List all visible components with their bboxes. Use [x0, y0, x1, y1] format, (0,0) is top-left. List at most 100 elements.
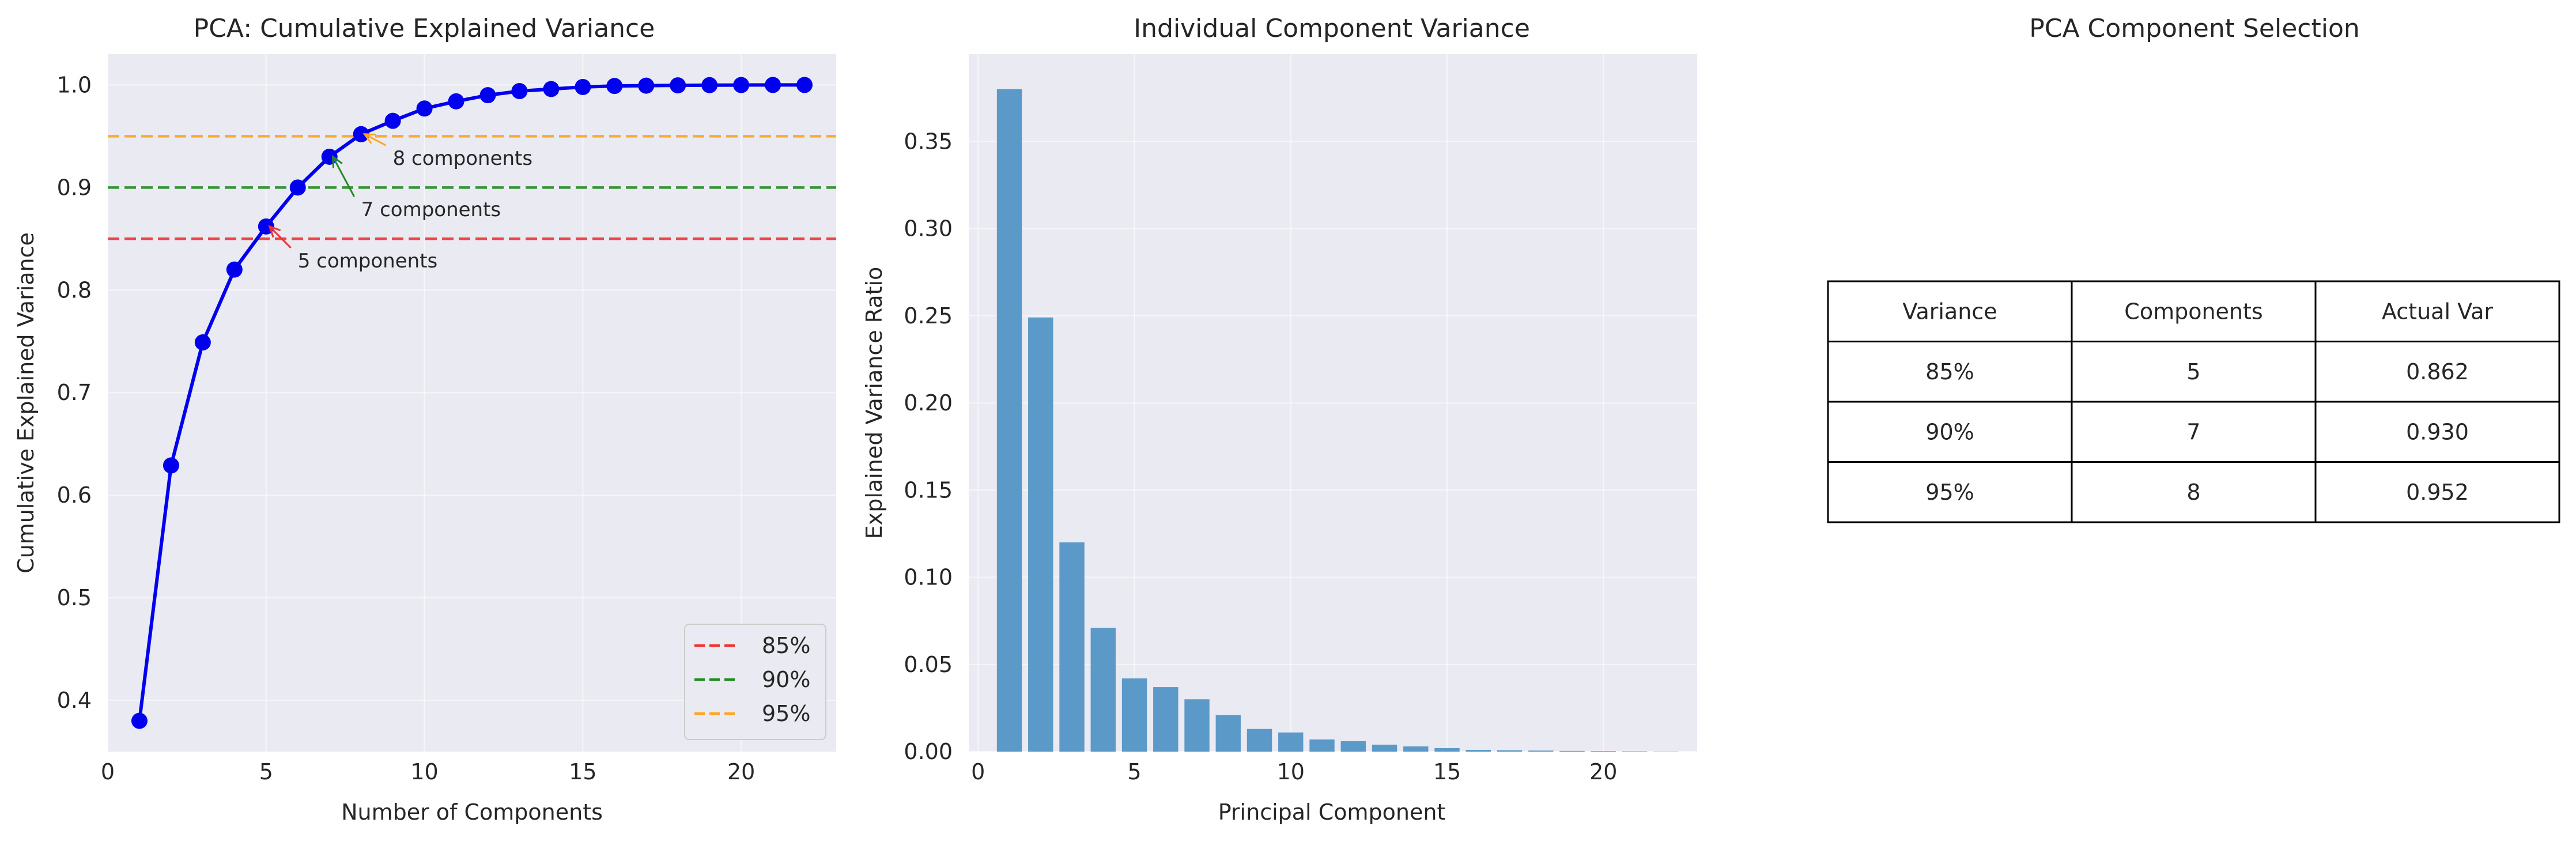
- variance-bar: [1622, 751, 1648, 752]
- table-header-text: Variance: [1902, 299, 1997, 324]
- data-point: [543, 81, 560, 97]
- annotation-arrow: [269, 225, 292, 249]
- individual-variance-chart: Individual Component Variance 0 5 10 15 20 0.…: [862, 14, 1697, 825]
- x-tick-label: 15: [1433, 759, 1461, 784]
- variance-bar: [1309, 739, 1335, 752]
- y-tick-label: 1.0: [57, 72, 92, 97]
- annotation-label: 7 components: [361, 198, 501, 221]
- variance-bar: [1591, 751, 1616, 752]
- chart1-threshold-lines: [108, 135, 836, 240]
- annotation-arrowhead: [268, 225, 281, 238]
- y-tick-label: 0.15: [904, 477, 953, 503]
- x-tick-label: 0: [101, 759, 115, 784]
- data-point: [638, 77, 655, 94]
- y-tick-label: 0.5: [57, 585, 92, 610]
- table-cell: [1827, 461, 2073, 523]
- table-header-cell: [1827, 280, 2073, 342]
- table-cell-text: 90%: [1925, 419, 1974, 444]
- chart1-ticks: 0 5 10 15 20 0.4 0.5 0.6 0.7 0.8 0.9 1.0: [57, 72, 756, 784]
- table-cell: [2071, 401, 2317, 463]
- chart2-series: [996, 89, 1679, 752]
- table-cell-text: 95%: [1925, 480, 1974, 505]
- chart1-ylabel: Cumulative Explained Variance: [13, 232, 39, 574]
- variance-bar: [1184, 699, 1210, 752]
- y-tick-label: 0.6: [57, 482, 92, 508]
- chart2-gridlines: [969, 54, 1697, 752]
- x-tick-label: 5: [259, 759, 273, 784]
- legend-label: 85%: [762, 633, 810, 658]
- table-cell: [2314, 341, 2560, 403]
- table-cell: [1827, 341, 2073, 403]
- table-cell: [2314, 461, 2560, 523]
- chart2-title: Individual Component Variance: [1134, 14, 1530, 43]
- x-tick-label: 15: [569, 759, 596, 784]
- table-cell-text: 8: [2186, 480, 2200, 505]
- variance-bar: [1028, 317, 1053, 752]
- data-point: [511, 83, 528, 100]
- annotation-arrowhead: [362, 133, 376, 144]
- y-tick-label: 0.9: [57, 175, 92, 200]
- table-header-text: Actual Var: [2382, 299, 2493, 324]
- variance-bar: [1090, 628, 1116, 752]
- data-point: [765, 77, 781, 93]
- chart2-xlabel: Principal Component: [1218, 799, 1446, 825]
- table-cell-text: 0.952: [2406, 480, 2469, 505]
- y-tick-label: 0.7: [57, 380, 92, 405]
- data-point: [163, 457, 179, 474]
- legend-label: 90%: [762, 667, 810, 692]
- variance-bar: [1559, 750, 1585, 752]
- table-cell-text: 85%: [1925, 359, 1974, 384]
- data-point: [226, 261, 243, 278]
- y-tick-label: 0.05: [904, 652, 953, 677]
- table-header-cell: [2314, 280, 2560, 342]
- x-tick-label: 20: [727, 759, 755, 784]
- y-tick-label: 0.4: [57, 688, 92, 713]
- data-point: [606, 78, 623, 95]
- y-tick-label: 0.00: [904, 739, 953, 764]
- chart1-legend: 85% 90% 95%: [684, 624, 826, 740]
- variance-bar: [1059, 542, 1085, 752]
- legend-box: [684, 624, 826, 740]
- chart2-ylabel: Explained Variance Ratio: [862, 267, 887, 539]
- table-cell-text: 0.930: [2406, 419, 2469, 444]
- y-tick-label: 0.10: [904, 565, 953, 590]
- data-point: [479, 87, 496, 104]
- annotation-arrow: [332, 156, 355, 197]
- table-cell-text: 0.862: [2406, 359, 2469, 384]
- table-title: PCA Component Selection: [2029, 14, 2360, 43]
- variance-bar: [1528, 750, 1554, 752]
- variance-bar: [1434, 748, 1460, 752]
- data-point: [670, 77, 686, 94]
- variance-bar: [1278, 732, 1304, 752]
- table-cell-text: 7: [2186, 419, 2200, 444]
- data-point: [416, 100, 433, 117]
- cumulative-variance-line: [137, 83, 805, 721]
- data-point: [194, 334, 211, 351]
- variance-bar: [1153, 687, 1179, 752]
- annotation-label: 8 components: [393, 147, 533, 170]
- table-cell: [2314, 401, 2560, 463]
- variance-bar: [1403, 746, 1429, 752]
- variance-bar: [1215, 715, 1241, 752]
- x-tick-label: 5: [1127, 759, 1141, 784]
- variance-bar: [1465, 749, 1491, 752]
- table-cell-text: 5: [2186, 359, 2200, 384]
- variance-bar: [1340, 741, 1366, 752]
- table-header-text: Components: [2124, 299, 2263, 324]
- variance-bar: [1121, 678, 1147, 752]
- x-tick-label: 10: [410, 759, 438, 784]
- y-tick-label: 0.20: [904, 390, 953, 416]
- component-selection-table: PCA Component Selection Variance Componen…: [1827, 14, 2560, 523]
- data-point: [448, 93, 464, 110]
- variance-bar: [1497, 750, 1523, 752]
- chart1-xlabel: Number of Components: [341, 799, 603, 825]
- table-cell: [2071, 341, 2317, 403]
- y-tick-label: 0.25: [904, 303, 953, 329]
- variance-bar: [1247, 729, 1272, 752]
- data-point: [289, 179, 306, 196]
- data-point: [701, 77, 718, 93]
- chart1-series: [131, 77, 813, 729]
- data-point: [796, 77, 813, 93]
- variance-bar: [996, 89, 1022, 752]
